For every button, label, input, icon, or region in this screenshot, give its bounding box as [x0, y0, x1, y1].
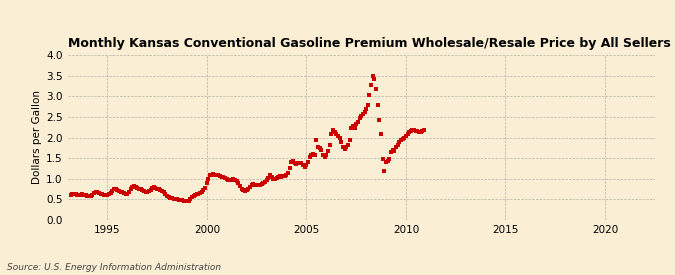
- Text: Monthly Kansas Conventional Gasoline Premium Wholesale/Resale Price by All Selle: Monthly Kansas Conventional Gasoline Pre…: [68, 37, 670, 50]
- Text: Source: U.S. Energy Information Administration: Source: U.S. Energy Information Administ…: [7, 263, 221, 272]
- Y-axis label: Dollars per Gallon: Dollars per Gallon: [32, 90, 42, 185]
